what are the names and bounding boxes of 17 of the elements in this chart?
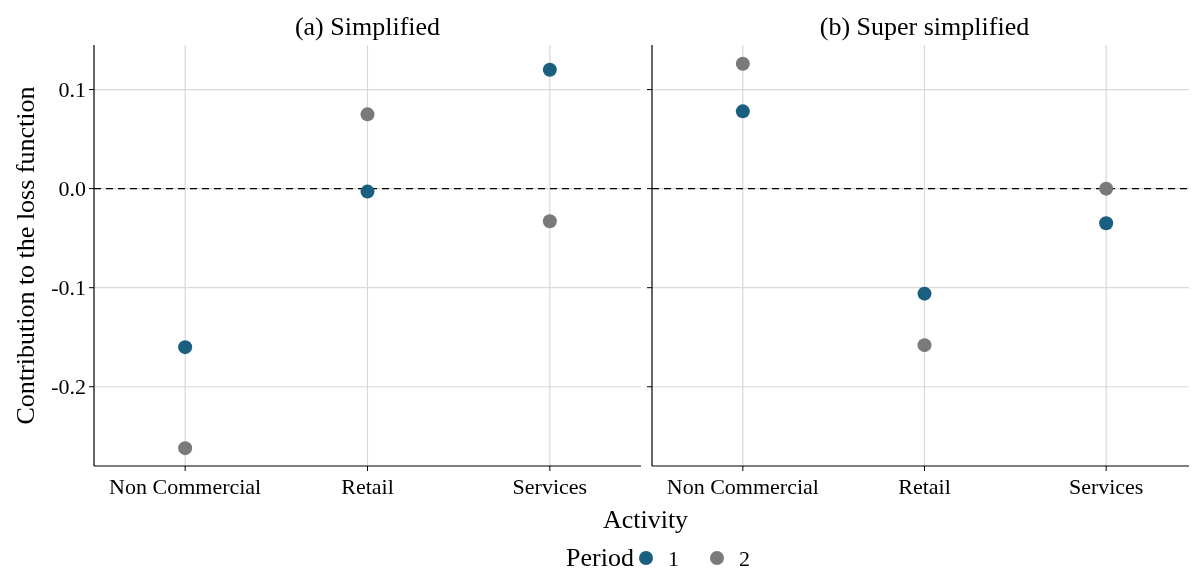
x-tick-label: Retail bbox=[898, 474, 951, 499]
y-tick-label: 0.1 bbox=[58, 77, 86, 103]
chart-title: (a) Simplified bbox=[294, 12, 441, 41]
x-tick-label: Services bbox=[512, 474, 588, 499]
y-tick-label: -0.1 bbox=[51, 275, 86, 301]
legend-label: 1 bbox=[668, 546, 679, 571]
y-tick-label: -0.2 bbox=[51, 374, 86, 400]
legend-title: Period bbox=[566, 543, 634, 572]
chart-title: (b) Super simplified bbox=[819, 12, 1030, 41]
x-tick-label: Non Commercial bbox=[109, 474, 262, 499]
x-axis-title: Activity bbox=[602, 505, 689, 534]
y-axis-title: Contribution to the loss function bbox=[11, 86, 40, 425]
x-tick-label: Retail bbox=[341, 474, 394, 499]
y-tick-label: 0.0 bbox=[58, 176, 86, 202]
x-tick-label: Non Commercial bbox=[666, 474, 819, 499]
legend-label: 2 bbox=[739, 546, 750, 571]
x-tick-label: Services bbox=[1068, 474, 1144, 499]
